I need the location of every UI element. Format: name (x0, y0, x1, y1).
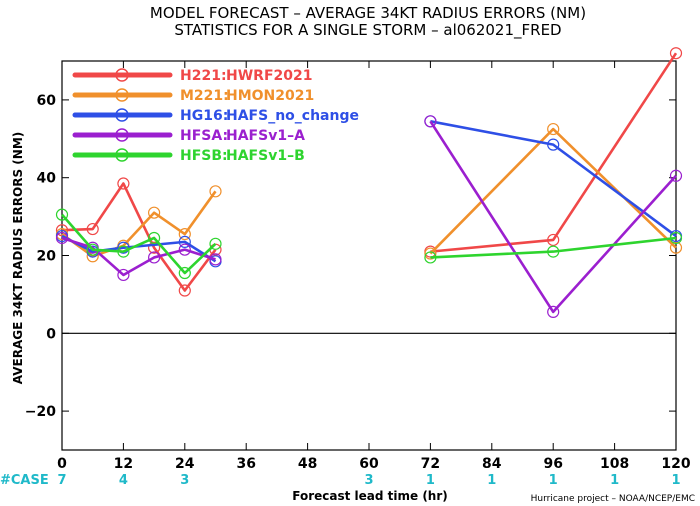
series-2 (55, 115, 683, 268)
legend-label: HFSA: (180, 128, 228, 144)
case-prefix: #CASE (0, 473, 49, 488)
case-count: 1 (610, 473, 619, 488)
data-point (117, 241, 130, 254)
data-point (86, 222, 99, 236)
legend-marker (115, 108, 129, 122)
data-point (424, 115, 437, 128)
case-count: 1 (671, 473, 680, 488)
x-tick-label: 24 (175, 456, 195, 472)
legend: H221: HWRF2021 M221:HMON2021 HG16:HAFS_no_c… (72, 68, 359, 164)
x-tick-label: 72 (421, 456, 440, 472)
data-point (209, 253, 222, 266)
x-tick-label: 108 (600, 456, 629, 472)
data-point (178, 228, 191, 241)
series-4 (55, 208, 683, 280)
y-tick-label: 60 (37, 93, 57, 109)
legend-label: H221: (180, 68, 227, 84)
legend-desc: HAFSv1–B (226, 148, 305, 164)
data-point (148, 206, 161, 219)
x-axis: 0 12 24 36 48 60 72 84 96 108 120 (57, 61, 691, 472)
legend-desc: HWRF2021 (226, 68, 312, 84)
x-tick-label: 84 (482, 456, 502, 472)
data-point (669, 169, 683, 182)
x-tick-label: 60 (359, 456, 379, 472)
case-count: 7 (57, 473, 66, 488)
series-line (61, 234, 217, 263)
data-point (55, 231, 69, 245)
y-tick-label: 0 (46, 326, 56, 342)
data-point (547, 245, 560, 258)
series-line (430, 120, 677, 238)
credit-text: Hurricane project – NOAA/NCEP/EMC (531, 494, 695, 504)
case-count: 1 (487, 473, 496, 488)
legend-label: HG16: (180, 108, 228, 124)
data-point (669, 47, 683, 60)
x-tick-label: 36 (236, 456, 255, 472)
y-tick-label: −20 (25, 404, 56, 420)
data-point (547, 122, 560, 136)
chart-title-line-1: MODEL FORECAST – AVERAGE 34KT RADIUS ERR… (150, 4, 586, 22)
data-point (55, 208, 69, 221)
legend-desc: HAFSv1–A (226, 128, 305, 144)
case-count: 1 (426, 473, 435, 488)
data-point (55, 224, 69, 237)
x-tick-label: 0 (57, 456, 67, 472)
legend-desc: HAFS_no_change (226, 108, 359, 124)
data-point (148, 231, 161, 245)
series-line (430, 236, 677, 259)
data-point (424, 247, 437, 260)
series-line (429, 127, 677, 255)
data-point (117, 245, 130, 258)
data-point (669, 241, 683, 254)
plot-border (61, 60, 677, 451)
legend-label: HFSB: (180, 148, 228, 164)
data-point (86, 243, 99, 256)
legend-label: M221: (180, 88, 229, 104)
series-3 (55, 115, 683, 319)
data-point (178, 235, 191, 248)
legend-desc: HMON2021 (226, 88, 314, 104)
legend-marker (115, 68, 129, 82)
legend-marker (115, 88, 129, 102)
series-line (61, 213, 217, 275)
y-tick-label: 20 (37, 249, 57, 265)
y-axis-title: AVERAGE 34KT RADIUS ERRORS (NM) (11, 132, 25, 384)
case-count: 4 (119, 473, 128, 488)
case-count-row: #CASE 7 4 3 3 1 1 1 1 1 (0, 473, 681, 488)
series-line (429, 120, 677, 314)
case-count: 3 (180, 473, 189, 488)
data-point (148, 251, 161, 264)
legend-marker (115, 128, 129, 142)
data-point (117, 268, 130, 282)
data-point (209, 237, 222, 250)
x-tick-label: 120 (661, 456, 690, 472)
x-tick-label: 12 (114, 456, 133, 472)
data-point (178, 266, 191, 280)
y-tick-label: 40 (37, 171, 57, 187)
x-axis-title: Forecast lead time (hr) (292, 489, 448, 503)
data-point (547, 138, 560, 151)
data-point (148, 241, 161, 254)
data-point (178, 243, 191, 256)
legend-marker (115, 148, 129, 162)
data-point (117, 177, 130, 190)
x-tick-label: 96 (543, 456, 562, 472)
data-point (547, 233, 560, 247)
series-line (430, 52, 678, 253)
data-point (178, 284, 191, 297)
case-count: 3 (364, 473, 373, 488)
chart-title-line-2: STATISTICS FOR A SINGLE STORM – al062021… (174, 21, 561, 40)
data-point (669, 231, 683, 245)
series-line (61, 182, 217, 292)
case-count: 1 (549, 473, 558, 488)
data-point (547, 305, 560, 319)
series-lines (55, 47, 683, 319)
plot-area (61, 60, 677, 451)
x-tick-label: 48 (298, 456, 317, 472)
data-point (424, 251, 437, 264)
data-point (209, 185, 222, 198)
